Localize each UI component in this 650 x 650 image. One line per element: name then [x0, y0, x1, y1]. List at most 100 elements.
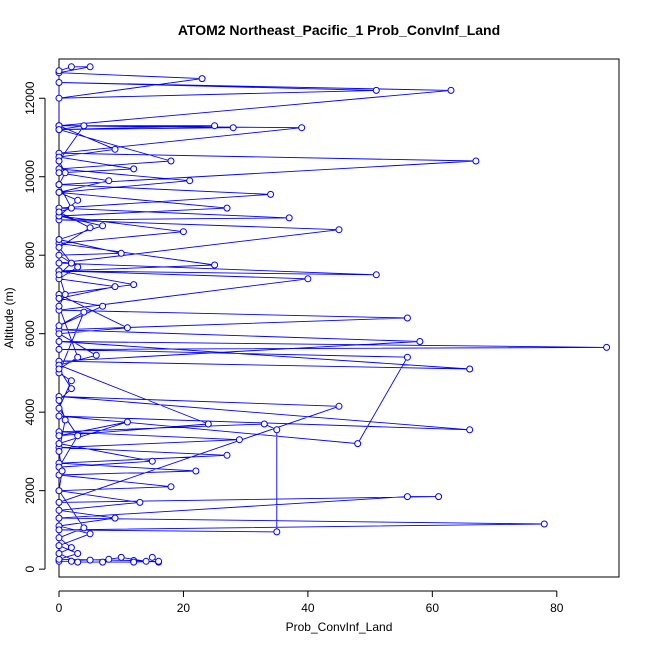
- data-series: [55, 63, 611, 566]
- data-point: [192, 467, 200, 475]
- data-point: [130, 281, 138, 289]
- data-point: [55, 345, 63, 353]
- y-tick-label: 6000: [23, 320, 37, 347]
- data-point: [55, 67, 63, 75]
- data-point: [80, 308, 88, 316]
- plot-frame: [58, 58, 620, 578]
- data-point: [186, 177, 194, 185]
- data-point: [55, 412, 63, 420]
- data-point: [99, 222, 107, 230]
- data-point: [111, 283, 119, 291]
- data-point: [55, 271, 63, 279]
- data-point: [80, 524, 88, 532]
- data-point: [273, 528, 281, 536]
- data-point: [55, 447, 63, 455]
- data-point: [211, 261, 219, 269]
- data-point: [86, 530, 94, 538]
- data-point: [55, 514, 63, 522]
- data-point: [304, 275, 312, 283]
- data-point: [155, 557, 163, 565]
- data-point: [55, 542, 63, 550]
- data-point: [74, 550, 82, 557]
- data-point: [67, 557, 75, 565]
- data-point: [123, 324, 131, 332]
- data-point: [273, 426, 281, 434]
- data-point: [74, 353, 82, 361]
- data-point: [148, 457, 156, 465]
- data-point: [267, 190, 275, 198]
- data-point: [117, 553, 125, 561]
- data-point: [80, 122, 88, 130]
- y-axis-label: Altitude (m): [2, 287, 16, 348]
- data-point: [298, 124, 306, 132]
- data-point: [67, 385, 75, 393]
- data-point: [130, 165, 138, 173]
- data-point: [55, 526, 63, 534]
- data-point: [55, 534, 63, 542]
- x-tick-label: 80: [550, 601, 564, 615]
- x-axis: 0 20 40 60 80: [56, 590, 564, 615]
- data-point: [74, 263, 82, 271]
- data-point: [229, 124, 237, 132]
- data-point: [58, 467, 66, 475]
- data-point: [55, 365, 63, 373]
- data-point: [55, 294, 63, 302]
- data-point: [55, 181, 63, 189]
- data-point: [335, 402, 343, 410]
- x-tick-label: 60: [426, 601, 440, 615]
- data-point: [67, 204, 75, 212]
- data-point: [211, 122, 219, 130]
- y-tick-label: 8000: [23, 242, 37, 269]
- data-point: [55, 236, 63, 243]
- data-point: [55, 157, 63, 165]
- data-point: [111, 145, 119, 153]
- data-point: [55, 259, 63, 267]
- x-axis-label: Prob_ConvInf_Land: [286, 620, 393, 634]
- data-point: [198, 75, 206, 83]
- data-point: [86, 556, 94, 564]
- data-point: [55, 338, 63, 345]
- data-point: [55, 487, 63, 495]
- x-tick-label: 40: [301, 601, 315, 615]
- data-point: [55, 188, 63, 196]
- data-point: [55, 440, 63, 448]
- y-tick-label: 0: [23, 565, 37, 572]
- y-tick-label: 12000: [23, 81, 37, 115]
- data-point: [55, 94, 63, 102]
- data-point: [372, 271, 380, 279]
- data-point: [55, 251, 63, 259]
- data-point: [403, 353, 411, 361]
- data-point: [123, 418, 131, 426]
- data-point: [55, 208, 63, 216]
- data-point: [55, 498, 63, 506]
- data-point: [148, 553, 156, 561]
- data-point: [55, 550, 63, 557]
- data-point: [105, 555, 113, 563]
- data-point: [55, 126, 63, 134]
- chart-title: ATOM2 Northeast_Pacific_1 Prob_ConvInf_L…: [178, 22, 500, 38]
- data-point: [335, 226, 343, 234]
- y-tick-label: 10000: [23, 160, 37, 194]
- data-point: [204, 420, 212, 428]
- data-point: [67, 63, 75, 71]
- y-tick-label: 4000: [23, 399, 37, 426]
- data-point: [416, 338, 424, 345]
- data-point: [105, 177, 113, 185]
- data-point: [136, 498, 144, 506]
- x-tick-label: 0: [56, 601, 63, 615]
- data-point: [130, 558, 138, 566]
- data-point: [74, 558, 82, 566]
- data-point: [55, 555, 63, 563]
- data-point: [466, 365, 474, 373]
- data-point: [354, 440, 362, 448]
- series-line: [57, 66, 607, 563]
- y-tick-label: 2000: [23, 477, 37, 504]
- y-axis: 0 2000 4000 6000 8000 10000 12000: [23, 81, 46, 572]
- data-point: [74, 196, 82, 204]
- data-point: [466, 426, 474, 434]
- x-tick-label: 20: [177, 601, 191, 615]
- data-point: [55, 432, 63, 440]
- data-point: [55, 330, 63, 338]
- data-point: [99, 302, 107, 310]
- data-point: [55, 322, 63, 330]
